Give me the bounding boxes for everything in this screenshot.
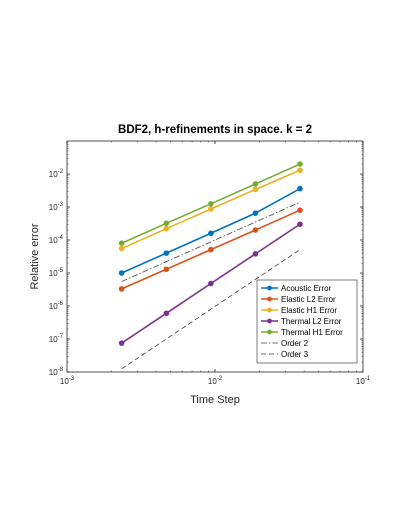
y-tick-label: 10-8 bbox=[49, 367, 64, 377]
x-tick-label: 10-1 bbox=[356, 376, 371, 386]
x-tick-label: 10-2 bbox=[208, 376, 223, 386]
data-point bbox=[297, 207, 303, 214]
data-point bbox=[297, 185, 303, 192]
series-line-6 bbox=[121, 249, 301, 370]
data-point bbox=[252, 181, 259, 187]
data-point bbox=[208, 246, 214, 253]
data-point bbox=[297, 161, 303, 167]
series-layer bbox=[118, 161, 303, 370]
series-line-5 bbox=[121, 201, 301, 282]
y-tick-label: 10-4 bbox=[49, 235, 64, 245]
chart-title: BDF2, h-refinements in space. k = 2 bbox=[118, 124, 312, 136]
legend-entry-label: Acoustic Error bbox=[281, 284, 332, 293]
legend-marker bbox=[267, 307, 272, 313]
data-point bbox=[252, 227, 259, 233]
data-point bbox=[252, 251, 259, 257]
data-point bbox=[208, 206, 214, 212]
y-tick-label: 10-5 bbox=[49, 268, 64, 278]
data-point bbox=[252, 186, 259, 193]
x-axis-label: Time Step bbox=[190, 394, 240, 406]
y-axis-label: Relative error bbox=[29, 223, 41, 289]
data-point bbox=[297, 221, 303, 228]
data-point bbox=[118, 340, 125, 346]
data-point bbox=[208, 230, 214, 237]
data-point bbox=[252, 210, 259, 216]
legend-entry-label: Order 2 bbox=[281, 339, 309, 348]
legend-marker bbox=[267, 296, 272, 302]
x-tick-label: 10-3 bbox=[60, 376, 75, 386]
data-point bbox=[163, 225, 170, 232]
data-point bbox=[118, 245, 125, 252]
data-point bbox=[163, 266, 170, 273]
data-point bbox=[118, 270, 125, 276]
data-point bbox=[118, 240, 125, 247]
y-tick-label: 10-7 bbox=[49, 334, 64, 344]
legend-entry-label: Thermal H1 Error bbox=[281, 328, 343, 337]
data-point bbox=[118, 286, 125, 292]
y-tick-label: 10-2 bbox=[49, 169, 64, 179]
legend: Acoustic Error Elastic L2 Error Elastic H1… bbox=[256, 279, 358, 364]
data-point bbox=[163, 250, 170, 256]
y-tick-label: 10-6 bbox=[49, 301, 64, 311]
legend-entry-label: Order 3 bbox=[281, 350, 309, 359]
legend-marker bbox=[267, 318, 272, 324]
y-tick-label: 10-3 bbox=[49, 202, 64, 212]
legend-entry-label: Elastic L2 Error bbox=[281, 295, 336, 304]
data-point bbox=[163, 310, 170, 317]
data-point bbox=[163, 220, 170, 227]
legend-marker bbox=[267, 329, 272, 335]
ticks-layer: 10-3 10-2 10-1 10-8 10-7 10-6 10-5 10-4 10-3 10-2 bbox=[49, 141, 371, 386]
data-point bbox=[208, 201, 214, 207]
legend-entry-label: Thermal L2 Error bbox=[281, 317, 342, 326]
data-point bbox=[297, 167, 303, 174]
legend-marker bbox=[267, 285, 272, 291]
legend-entry-label: Elastic H1 Error bbox=[281, 306, 337, 315]
data-point bbox=[208, 280, 214, 287]
